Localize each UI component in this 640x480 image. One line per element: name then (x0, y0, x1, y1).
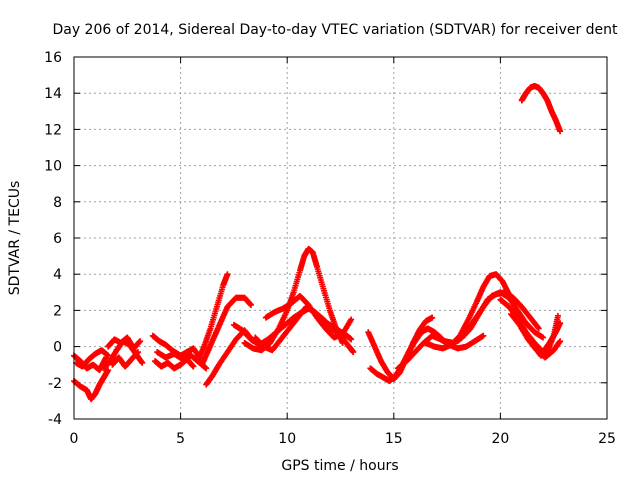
y-tick-label: 4 (53, 267, 62, 283)
data-point (480, 332, 487, 339)
data-point (247, 301, 254, 308)
y-tick-label: 10 (44, 159, 62, 175)
y-tick-label: 12 (44, 122, 62, 138)
x-tick-label: 10 (278, 431, 296, 447)
x-tick-label: 0 (70, 431, 79, 447)
y-tick-label: 8 (53, 195, 62, 211)
data-point (554, 312, 561, 319)
axis-ticks: 0 5 10 15 20 25 -4 -2 0 2 4 6 8 10 12 14 16 (44, 50, 616, 447)
y-axis-label: SDTVAR / TECUs (7, 181, 23, 296)
series-s10 (194, 271, 231, 365)
data-point (540, 334, 547, 341)
data-point (134, 349, 141, 356)
data-point (350, 349, 357, 356)
data-point (557, 338, 564, 345)
series-s5 (105, 334, 144, 352)
data-point (534, 324, 541, 331)
data-point (224, 271, 231, 278)
data-point (105, 367, 112, 374)
x-axis-label: GPS time / hours (281, 458, 398, 474)
data-point (105, 352, 112, 359)
y-tick-label: 14 (44, 86, 62, 102)
y-tick-label: 0 (53, 340, 62, 356)
data-point (203, 365, 210, 372)
series-s14 (241, 245, 346, 354)
x-tick-label: 25 (598, 431, 616, 447)
data-point (137, 338, 144, 345)
y-tick-label: -4 (48, 412, 62, 428)
series-s16 (262, 292, 355, 341)
y-tick-label: 2 (53, 303, 62, 319)
data-point (429, 314, 436, 321)
series-s7 (149, 332, 203, 361)
data-points (71, 82, 564, 403)
chart-title: Day 206 of 2014, Sidereal Day-to-day VTE… (52, 22, 618, 38)
series-s26 (518, 82, 564, 135)
x-tick-label: 15 (385, 431, 403, 447)
data-point (348, 316, 355, 323)
x-tick-label: 20 (491, 431, 509, 447)
series-s2 (71, 367, 112, 403)
data-point (535, 325, 542, 332)
series-s11 (198, 294, 254, 368)
x-tick-label: 5 (176, 431, 185, 447)
y-tick-label: 16 (44, 50, 62, 66)
data-point (139, 359, 146, 366)
plot-frame (73, 56, 608, 420)
y-tick-label: -2 (48, 376, 62, 392)
series-s3 (73, 347, 112, 370)
data-point (557, 128, 564, 135)
grid (74, 57, 607, 419)
series-s8 (152, 356, 197, 372)
series-s22 (454, 289, 547, 345)
data-point (190, 363, 197, 370)
series-s25 (518, 312, 561, 359)
series-s6 (109, 349, 141, 370)
data-point (348, 336, 355, 343)
y-tick-label: 6 (53, 231, 62, 247)
